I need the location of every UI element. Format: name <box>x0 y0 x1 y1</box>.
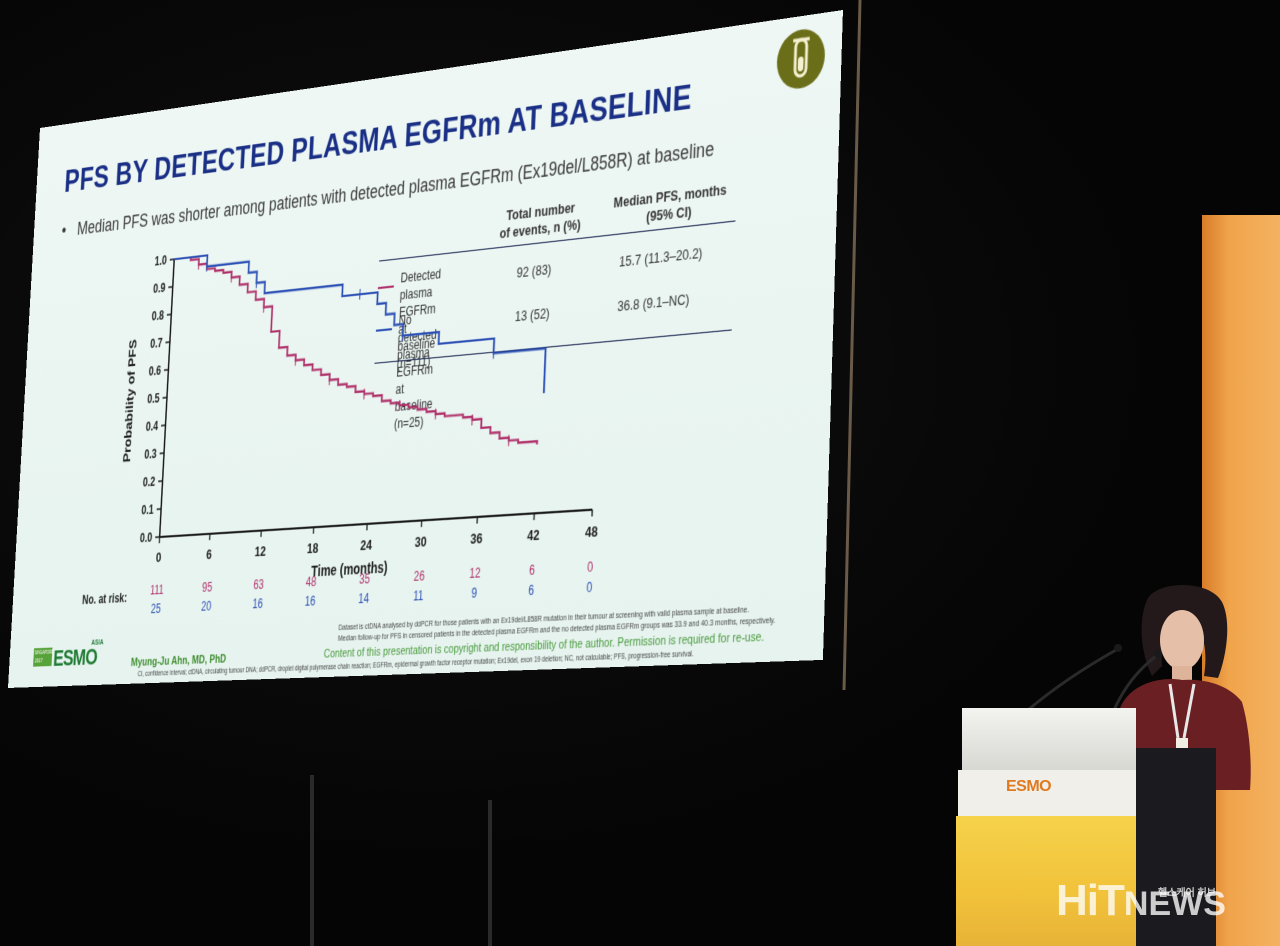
y-tick-label: 0.8 <box>151 310 164 325</box>
screen-frame-edge <box>840 0 868 690</box>
mic-head-left <box>1114 644 1122 652</box>
y-tick <box>170 259 174 260</box>
logo-badge: SINGAPORE 2017 <box>33 648 52 667</box>
at-risk-not-detected-value: 16 <box>294 593 326 610</box>
at-risk-not-detected-value: 0 <box>572 579 607 597</box>
censor-mark <box>256 278 257 288</box>
logo-sub: ASIA <box>91 639 104 647</box>
y-tick-label: 0.7 <box>150 337 163 351</box>
y-tick-label: 0.5 <box>147 393 160 407</box>
y-tick-label: 0.2 <box>143 476 156 490</box>
censor-mark <box>263 302 264 312</box>
x-tick-label: 42 <box>527 528 540 544</box>
at-risk-not-detected-value: 6 <box>514 582 549 599</box>
at-risk-detected-value: 12 <box>458 565 492 582</box>
censor-mark <box>198 260 199 270</box>
censor-mark <box>329 375 330 386</box>
podium-logo: ESMO <box>1006 778 1051 796</box>
watermark-caption: 헬스케어 허브 <box>1158 884 1216 899</box>
y-tick-label: 1.0 <box>154 255 167 270</box>
x-tick-label: 18 <box>307 541 319 557</box>
x-tick-label: 12 <box>254 544 266 560</box>
at-risk-not-detected-value: 9 <box>457 585 491 602</box>
at-risk-not-detected-value: 11 <box>402 587 435 604</box>
at-risk-detected-value: 95 <box>192 579 223 595</box>
logo-year: 2017 <box>35 658 43 664</box>
at-risk-not-detected-value: 25 <box>141 601 171 617</box>
at-risk-label: No. at risk: <box>82 591 128 608</box>
x-tick-label: 48 <box>585 524 598 541</box>
mic-stem-left <box>1028 650 1116 710</box>
at-risk-not-detected-value: 20 <box>191 598 222 614</box>
x-tick-label: 0 <box>155 551 161 566</box>
y-tick-label: 0.6 <box>148 365 161 379</box>
logo-text: ESMO <box>53 644 98 673</box>
at-risk-detected-value: 26 <box>403 568 436 585</box>
y-axis <box>160 259 175 537</box>
y-axis-label: Probability of PFS <box>121 339 140 463</box>
at-risk-not-detected-value: 16 <box>242 596 274 612</box>
y-tick-label: 0.1 <box>141 504 154 518</box>
y-tick-label: 0.0 <box>140 532 153 546</box>
x-tick-label: 36 <box>470 531 483 547</box>
censor-mark <box>207 261 208 271</box>
mic-head-right <box>1154 650 1162 658</box>
at-risk-detected-value: 6 <box>515 562 550 579</box>
mic-stem-right <box>1114 656 1156 710</box>
face <box>1160 610 1204 670</box>
microphones <box>1024 638 1164 718</box>
at-risk-detected-value: 48 <box>295 574 327 591</box>
x-tick-label: 24 <box>360 538 373 554</box>
at-risk-detected-value: 0 <box>572 558 607 576</box>
km-curve-not-detected <box>165 215 551 425</box>
podium-top <box>962 708 1136 770</box>
at-risk-detected-value: 35 <box>348 571 381 588</box>
at-risk-not-detected-value: 14 <box>347 590 380 607</box>
light-pole <box>310 775 314 946</box>
censor-mark <box>231 272 232 282</box>
km-curve-detected <box>163 216 546 473</box>
at-risk-detected-value: 63 <box>243 576 274 592</box>
logo-location: SINGAPORE <box>34 648 53 659</box>
y-tick-label: 0.4 <box>146 420 159 434</box>
y-tick-label: 0.9 <box>153 282 166 297</box>
at-risk-detected-value: 111 <box>142 582 172 598</box>
y-tick-label: 0.3 <box>144 448 157 462</box>
x-tick-label: 30 <box>414 535 426 551</box>
light-pole <box>488 800 492 946</box>
censor-mark <box>295 355 296 366</box>
x-tick-label: 6 <box>206 548 212 563</box>
